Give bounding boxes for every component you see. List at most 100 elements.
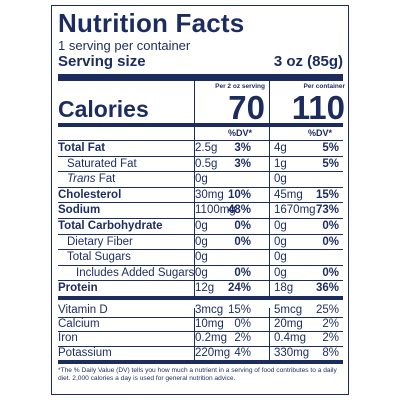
nutrient-row: Protein 12g 24% 18g 36% bbox=[58, 281, 343, 300]
amount-per-container: 4g bbox=[274, 142, 287, 154]
dv-per-serving: 3% bbox=[234, 157, 251, 170]
dv-per-container: 0% bbox=[322, 219, 339, 232]
amount-per-container: 0g bbox=[274, 219, 287, 232]
amount-per-container: 1g bbox=[274, 157, 287, 170]
nutrient-name: Total Fat bbox=[58, 142, 106, 154]
dv-per-container: 0% bbox=[322, 235, 339, 248]
nutrient-row: Includes Added Sugars 0g 0% 0g 0% bbox=[58, 266, 343, 282]
nutrient-name: Dietary Fiber bbox=[67, 235, 133, 248]
nutrient-name: Sodium bbox=[58, 204, 101, 217]
vitamin-name: Iron bbox=[58, 332, 78, 345]
serving-size-label: Serving size bbox=[58, 53, 146, 70]
dv-per-serving: 15% bbox=[227, 303, 251, 316]
amount-per-serving: 0g bbox=[195, 266, 208, 279]
dv-per-serving: 0% bbox=[234, 318, 251, 331]
amount-per-serving: 0.2mg bbox=[195, 332, 227, 345]
amount-per-serving: 1100mg bbox=[195, 204, 236, 217]
amount-per-container: 0g bbox=[274, 266, 287, 279]
nutrient-name: Total Carbohydrate bbox=[58, 219, 163, 232]
dv-per-container: 15% bbox=[315, 188, 339, 201]
nutrient-name: Trans Fat bbox=[67, 172, 115, 187]
amount-per-serving: 0.5g bbox=[195, 157, 218, 170]
dv-per-container: 73% bbox=[315, 204, 339, 217]
dv-per-container: 25% bbox=[315, 303, 339, 316]
calories-per-container: 110 bbox=[291, 89, 345, 126]
dv-per-container: 5% bbox=[322, 142, 339, 154]
nutrient-row: Total Fat 2.5g 3% 4g 5% bbox=[58, 141, 343, 157]
dv-per-serving: 10% bbox=[227, 188, 251, 201]
nutrient-name: Includes Added Sugars bbox=[76, 266, 195, 279]
amount-per-container: 0g bbox=[274, 251, 287, 264]
amount-per-container: 0g bbox=[274, 235, 287, 248]
column-divider-1 bbox=[194, 127, 195, 141]
nutrient-row: Sodium 1100mg 48% 1670mg 73% bbox=[58, 203, 343, 219]
nutrient-name: Protein bbox=[58, 282, 98, 295]
amount-per-serving: 220mg bbox=[195, 346, 231, 359]
amount-per-container: 45mg bbox=[274, 188, 303, 201]
column-header-per-container: Per container bbox=[303, 83, 345, 90]
serving-size-row: Serving size 3 oz (85g) bbox=[58, 53, 343, 81]
nutrition-facts-panel: Nutrition Facts 1 serving per container … bbox=[51, 5, 349, 395]
vitamin-name: Vitamin D bbox=[58, 303, 108, 316]
amount-per-serving: 30mg bbox=[195, 188, 224, 201]
dv-per-serving: 24% bbox=[227, 282, 251, 295]
column-divider-1 bbox=[194, 81, 195, 123]
amount-per-container: 0.4mg bbox=[274, 332, 306, 345]
calories-per-serving: 70 bbox=[228, 89, 265, 126]
column-divider-2 bbox=[269, 307, 270, 364]
amount-per-serving: 10mg bbox=[195, 318, 224, 331]
dv-per-serving: 2% bbox=[234, 332, 251, 345]
dv-per-container: 36% bbox=[315, 282, 339, 295]
nutrient-name: Total Sugars bbox=[67, 251, 131, 264]
dv-per-container: 5% bbox=[322, 157, 339, 170]
daily-value-footnote: *The % Daily Value (DV) tells you how mu… bbox=[58, 366, 337, 382]
column-divider-2 bbox=[269, 127, 270, 141]
dv-per-container: 0% bbox=[322, 266, 339, 279]
column-divider-2 bbox=[269, 81, 270, 123]
dv-header-col1: %DV* bbox=[228, 128, 253, 138]
servings-per-container: 1 serving per container bbox=[58, 38, 191, 53]
column-header-per-serving: Per 2 oz serving bbox=[215, 83, 265, 90]
column-divider-1 bbox=[194, 307, 195, 364]
nutrient-name: Cholesterol bbox=[58, 188, 122, 201]
dv-per-serving: 48% bbox=[227, 204, 251, 217]
amount-per-container: 0g bbox=[274, 173, 287, 186]
nutrient-row: Saturated Fat 0.5g 3% 1g 5% bbox=[58, 157, 343, 173]
nutrient-row: Dietary Fiber 0g 0% 0g 0% bbox=[58, 235, 343, 251]
vitamin-row: Iron 0.2mg 2% 0.4mg 2% bbox=[58, 332, 343, 347]
label-title: Nutrition Facts bbox=[58, 8, 245, 38]
column-divider-1 bbox=[194, 141, 195, 300]
amount-per-container: 1670mg bbox=[274, 204, 316, 217]
nutrient-name: Saturated Fat bbox=[67, 157, 137, 170]
dv-per-container: 8% bbox=[322, 346, 339, 359]
amount-per-container: 18g bbox=[274, 282, 294, 295]
nutrient-row: Cholesterol 30mg 10% 45mg 15% bbox=[58, 188, 343, 204]
nutrient-row: Trans Fat 0g 0g bbox=[58, 172, 343, 188]
vitamin-name: Potassium bbox=[58, 346, 112, 359]
vitamin-row: Potassium 220mg 4% 330mg 8% bbox=[58, 347, 343, 364]
amount-per-container: 330mg bbox=[274, 346, 310, 359]
amount-per-container: 5mcg bbox=[274, 303, 303, 316]
vitamin-name: Calcium bbox=[58, 318, 100, 331]
dv-per-serving: 0% bbox=[234, 266, 251, 279]
vitamin-mineral-table: Vitamin D 3mcg 15% 5mcg 25% Calcium 10mg 0% 20mg… bbox=[58, 304, 343, 364]
dv-header-col2: %DV* bbox=[308, 128, 333, 138]
nutrient-name-italic: Trans bbox=[67, 173, 96, 186]
dv-per-serving: 3% bbox=[234, 142, 251, 154]
amount-per-serving: 0g bbox=[195, 251, 208, 264]
amount-per-serving: 0g bbox=[195, 235, 208, 248]
nutrient-row: Total Sugars 0g 0g bbox=[58, 250, 343, 266]
vitamin-row: Calcium 10mg 0% 20mg 2% bbox=[58, 318, 343, 333]
nutrient-name-rest: Fat bbox=[95, 173, 116, 186]
serving-size-value: 3 oz (85g) bbox=[273, 53, 343, 70]
amount-per-serving: 12g bbox=[195, 282, 215, 295]
vitamin-row: Vitamin D 3mcg 15% 5mcg 25% bbox=[58, 303, 343, 319]
dv-per-container: 2% bbox=[322, 318, 339, 331]
column-divider-2 bbox=[269, 141, 270, 300]
dv-per-container: 2% bbox=[322, 332, 339, 345]
amount-per-serving: 0g bbox=[195, 173, 208, 186]
amount-per-serving: 0g bbox=[195, 219, 208, 232]
calories-label: Calories bbox=[58, 96, 149, 122]
nutrient-table: Total Fat 2.5g 3% 4g 5% Saturated Fat 0.5g 3% 1g… bbox=[58, 141, 343, 300]
nutrient-row: Total Carbohydrate 0g 0% 0g 0% bbox=[58, 219, 343, 235]
